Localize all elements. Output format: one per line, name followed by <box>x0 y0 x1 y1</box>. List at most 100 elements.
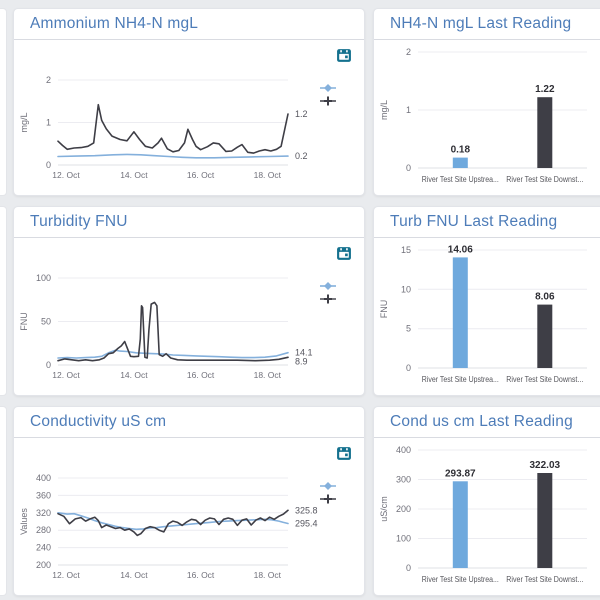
y-tick-label: 100 <box>36 273 51 283</box>
panel-turbidity: Turbidity FNU 0 50 100 FNU 12. Oct 14. Oct 16.… <box>13 206 365 396</box>
panel-body: 0 1 2 mg/L 0.18 River Test Site Upstrea... 1.2… <box>374 40 600 195</box>
series-line-downstream[interactable] <box>57 301 289 362</box>
adjacent-panel-edge <box>0 8 7 196</box>
x-tick-label: 16. Oct <box>187 370 215 380</box>
category-label: River Test Site Upstrea... <box>422 575 499 584</box>
panel-cond-last-reading: Cond us cm Last Reading 0 100 200 300 400 uS/… <box>373 406 600 596</box>
nh4n-last-reading-bar-chart[interactable]: 0 1 2 mg/L 0.18 River Test Site Upstrea... 1.2… <box>374 40 600 195</box>
calendar-icon-glyph <box>337 247 351 260</box>
panel-body: 200 240 280 320 360 400 Values 12. Oct 14. Oct 16… <box>14 438 364 595</box>
panel-title: Ammonium NH4-N mgL <box>30 15 199 32</box>
end-value-label: 14.1 <box>295 348 313 358</box>
chart-svg: 200 240 280 320 360 400 Values 12. Oct 14. Oct 16… <box>19 473 336 580</box>
x-tick-label: 12. Oct <box>52 370 80 380</box>
category-label: River Test Site Downst... <box>506 375 583 384</box>
category-label: River Test Site Downst... <box>506 175 583 184</box>
y-axis-title: mg/L <box>19 112 29 132</box>
y-tick-label: 320 <box>36 508 51 518</box>
ammonium-line-chart[interactable]: 0 1 2 mg/L 12. Oct 14. Oct 16. Oct 18. Oct 1.2 0.… <box>14 40 364 195</box>
panel-conductivity: Conductivity uS cm 200 240 280 320 360 400 Val… <box>13 406 365 596</box>
bar-downstream[interactable] <box>537 97 553 168</box>
y-tick-label: 15 <box>401 245 411 255</box>
bar-value-label: 14.06 <box>448 244 473 255</box>
bar-value-label: 0.18 <box>451 145 471 156</box>
legend-downstream-marker[interactable] <box>320 494 336 504</box>
x-tick-label: 14. Oct <box>120 170 148 180</box>
series-line-downstream[interactable] <box>57 103 289 154</box>
calendar-icon[interactable] <box>336 445 352 461</box>
y-tick-label: 200 <box>36 560 51 570</box>
chart-svg: 0 1 2 mg/L 12. Oct 14. Oct 16. Oct 18. Oct 1.2 0.… <box>19 75 336 180</box>
panel-body: 0 100 200 300 400 uS/cm 293.87 River Test Site … <box>374 438 600 595</box>
series-line-upstream[interactable] <box>57 349 289 359</box>
panel-header: Cond us cm Last Reading <box>374 407 600 438</box>
bar-upstream[interactable] <box>452 157 468 168</box>
series-line-downstream[interactable] <box>57 509 289 537</box>
calendar-icon[interactable] <box>336 245 352 261</box>
panel-body: 0 1 2 mg/L 12. Oct 14. Oct 16. Oct 18. Oct 1.2 0.… <box>14 40 364 195</box>
cond-last-reading-bar-chart[interactable]: 0 100 200 300 400 uS/cm 293.87 River Test Site … <box>374 438 600 595</box>
y-axis-title: FNU <box>379 300 389 319</box>
y-tick-label: 280 <box>36 525 51 535</box>
turbidity-line-chart[interactable]: 0 50 100 FNU 12. Oct 14. Oct 16. Oct 18. Oct 14.… <box>14 238 364 395</box>
y-tick-label: 50 <box>41 317 51 327</box>
x-tick-label: 14. Oct <box>120 370 148 380</box>
legend-upstream-marker[interactable] <box>320 282 336 290</box>
y-axis-title: uS/cm <box>379 496 389 522</box>
x-tick-label: 18. Oct <box>254 370 282 380</box>
y-axis-title: Values <box>19 508 29 535</box>
series-line-upstream[interactable] <box>57 153 289 159</box>
bar-value-label: 293.87 <box>445 468 476 479</box>
x-tick-label: 14. Oct <box>120 570 148 580</box>
y-tick-label: 400 <box>396 445 411 455</box>
y-tick-label: 400 <box>36 473 51 483</box>
bar-downstream[interactable] <box>537 473 553 568</box>
end-value-label: 295.4 <box>295 519 318 529</box>
end-value-label: 325.8 <box>295 505 318 515</box>
end-value-label: 1.2 <box>295 109 308 119</box>
y-axis-title: mg/L <box>379 100 389 120</box>
panel-nh4n-last-reading: NH4-N mgL Last Reading 0 1 2 mg/L 0.18 River … <box>373 8 600 196</box>
panel-ammonium-nh4n: Ammonium NH4-N mgL 0 1 2 mg/L 12. Oct 14. Oct… <box>13 8 365 196</box>
panel-turb-last-reading: Turb FNU Last Reading 0 5 10 15 FNU 14.06 Rive… <box>373 206 600 396</box>
panel-header: Ammonium NH4-N mgL <box>14 9 364 40</box>
bar-value-label: 322.03 <box>530 460 561 471</box>
panel-header: Conductivity uS cm <box>14 407 364 438</box>
bar-upstream[interactable] <box>452 257 468 368</box>
legend-upstream-marker[interactable] <box>320 84 336 92</box>
panel-title: Turb FNU Last Reading <box>390 213 558 230</box>
category-label: River Test Site Upstrea... <box>422 375 499 384</box>
y-tick-label: 200 <box>396 504 411 514</box>
y-tick-label: 0 <box>406 563 411 573</box>
y-tick-label: 1 <box>406 105 411 115</box>
chart-svg: 0 100 200 300 400 uS/cm 293.87 River Test Site … <box>379 445 587 584</box>
calendar-icon[interactable] <box>336 47 352 63</box>
y-tick-label: 10 <box>401 284 411 294</box>
legend-downstream-marker[interactable] <box>320 96 336 106</box>
panel-body: 0 50 100 FNU 12. Oct 14. Oct 16. Oct 18. Oct 14.… <box>14 238 364 395</box>
end-value-label: 8.9 <box>295 357 308 367</box>
x-tick-label: 16. Oct <box>187 170 215 180</box>
y-tick-label: 0 <box>46 160 51 170</box>
bar-upstream[interactable] <box>452 481 468 568</box>
chart-svg: 0 1 2 mg/L 0.18 River Test Site Upstrea... 1.2… <box>379 47 587 184</box>
legend-upstream-marker[interactable] <box>320 482 336 490</box>
panel-header: Turb FNU Last Reading <box>374 207 600 238</box>
y-tick-label: 2 <box>46 75 51 85</box>
panel-header: Turbidity FNU <box>14 207 364 238</box>
legend-downstream-marker[interactable] <box>320 294 336 304</box>
x-tick-label: 16. Oct <box>187 570 215 580</box>
category-label: River Test Site Upstrea... <box>422 175 499 184</box>
y-tick-label: 0 <box>406 163 411 173</box>
conductivity-line-chart[interactable]: 200 240 280 320 360 400 Values 12. Oct 14. Oct 16… <box>14 438 364 595</box>
panel-title: Turbidity FNU <box>30 213 128 230</box>
panel-body: 0 5 10 15 FNU 14.06 River Test Site Upstrea...… <box>374 238 600 395</box>
bar-value-label: 8.06 <box>535 292 555 303</box>
adjacent-panel-edge <box>0 406 7 596</box>
chart-svg: 0 5 10 15 FNU 14.06 River Test Site Upstrea...… <box>379 244 587 384</box>
bar-value-label: 1.22 <box>535 84 555 95</box>
turb-last-reading-bar-chart[interactable]: 0 5 10 15 FNU 14.06 River Test Site Upstrea...… <box>374 238 600 395</box>
adjacent-panel-edge <box>0 206 7 396</box>
bar-downstream[interactable] <box>537 304 553 368</box>
